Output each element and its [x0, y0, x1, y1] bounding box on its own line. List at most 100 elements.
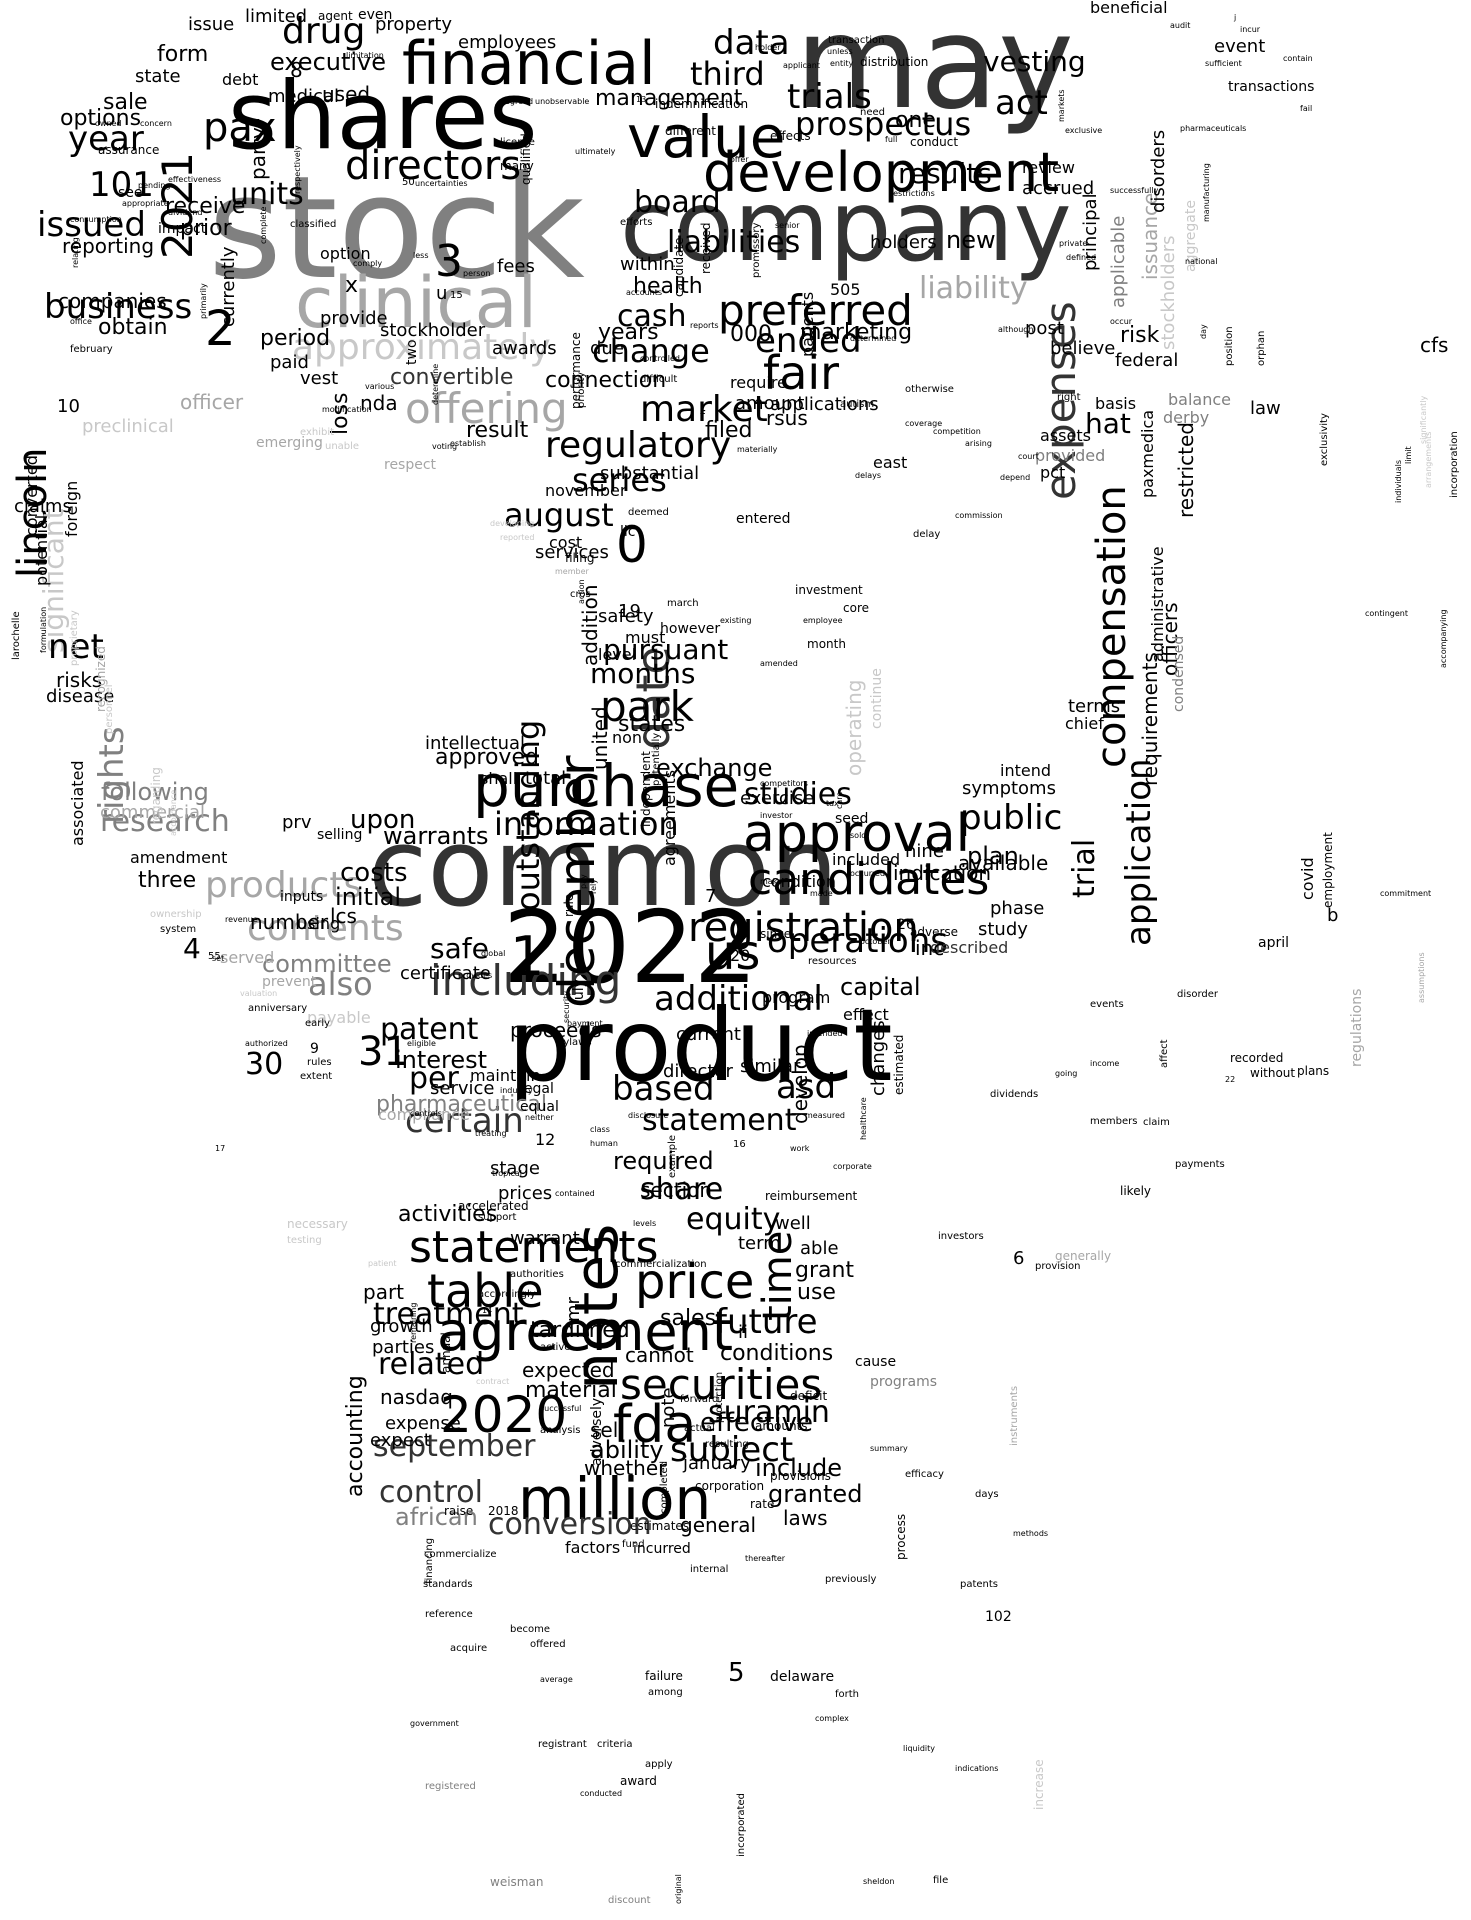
cloud-word: llc: [620, 524, 636, 540]
cloud-word: reported: [500, 533, 535, 542]
cloud-word: impact: [158, 221, 207, 237]
cloud-word: contain: [1283, 54, 1313, 63]
cloud-word: performance: [569, 332, 583, 409]
cloud-word: companies: [58, 289, 167, 313]
cloud-word: j: [1234, 13, 1237, 22]
cloud-word: dividends: [990, 1089, 1039, 1100]
cloud-word: accrued: [1022, 178, 1095, 199]
cloud-word: increase: [1032, 1759, 1046, 1810]
cloud-word: prior: [180, 216, 232, 241]
cloud-word: levels: [633, 1219, 657, 1228]
cloud-word: share: [640, 1172, 724, 1207]
cloud-word: bylaws: [557, 1037, 592, 1048]
cloud-word: hat: [1085, 407, 1131, 440]
cloud-word: also: [308, 965, 373, 1003]
cloud-word: 13: [636, 95, 647, 104]
cloud-word: early: [305, 1018, 331, 1029]
cloud-word: accordingly: [478, 1289, 536, 1300]
cloud-word: programs: [870, 1374, 938, 1390]
cloud-word: equal: [520, 1099, 559, 1115]
cloud-word: preclinical: [82, 416, 174, 437]
cloud-word: corporation: [695, 1479, 765, 1493]
cloud-word: incur: [1240, 25, 1261, 34]
cloud-word: competitors: [760, 779, 808, 788]
cloud-word: director: [663, 1061, 733, 1082]
cloud-word: b: [1327, 905, 1339, 926]
cloud-word: use: [797, 1280, 836, 1305]
cloud-word: criteria: [597, 1739, 633, 1750]
cloud-word: within: [620, 254, 675, 275]
cloud-word: disease: [46, 686, 115, 707]
cloud-word: disorders: [1148, 129, 1169, 213]
cloud-word: entered: [736, 511, 791, 527]
cloud-word: information: [494, 805, 679, 843]
cloud-word: 22: [1225, 1075, 1236, 1084]
cloud-word: likely: [1120, 1184, 1152, 1198]
cloud-word: commercialize: [424, 1549, 497, 1560]
cloud-word: cash: [617, 299, 687, 334]
cloud-word: believe: [1050, 338, 1116, 359]
cloud-word: 10: [57, 396, 80, 417]
cloud-word: fees: [497, 256, 535, 277]
cloud-word: 26: [897, 917, 915, 933]
cloud-word: disorder: [1177, 989, 1219, 1000]
cloud-word: candidates: [748, 854, 990, 905]
cloud-word: disclosure: [628, 1111, 669, 1120]
cloud-word: amended: [760, 659, 798, 668]
cloud-word: connection: [545, 368, 667, 393]
cloud-word: certain: [405, 1101, 524, 1141]
cloud-word: activities: [398, 1202, 498, 1227]
cloud-word: stage: [490, 1158, 540, 1179]
cloud-word: act: [995, 83, 1048, 123]
cloud-word: conditions: [720, 1341, 834, 1366]
cloud-word: filing: [565, 551, 595, 565]
cloud-word: sheldon: [863, 1877, 895, 1886]
cloud-word: approximately: [292, 327, 551, 368]
cloud-word: park: [600, 682, 694, 731]
cloud-word: u: [436, 283, 448, 304]
cloud-word: weisman: [490, 1875, 544, 1889]
cloud-word: phase: [990, 898, 1045, 919]
cloud-word: active: [540, 1342, 571, 1353]
cloud-word: federal: [1115, 350, 1179, 371]
cloud-word: sale: [103, 90, 148, 115]
cloud-word: employment: [1321, 832, 1335, 908]
cloud-word: warrant: [510, 1228, 580, 1249]
cloud-word: united: [588, 706, 612, 770]
cloud-word: fail: [1300, 104, 1313, 113]
cloud-word: otherwise: [905, 384, 954, 395]
cloud-word: investor: [760, 811, 793, 820]
cloud-word: expense: [385, 1413, 461, 1434]
cloud-word: beneficial: [1090, 0, 1168, 17]
cloud-word: provided: [1035, 446, 1106, 465]
cloud-word: controlled: [640, 354, 680, 363]
cloud-word: reference: [425, 1609, 473, 1620]
cloud-word: warrants: [383, 822, 489, 850]
cloud-word: us: [705, 925, 761, 981]
cloud-word: relating: [71, 237, 80, 268]
cloud-word: comply: [353, 259, 383, 268]
cloud-word: per: [409, 1061, 459, 1096]
cloud-word: accompanying: [1439, 609, 1448, 668]
cloud-word: necessary: [287, 1217, 348, 1231]
cloud-word: using: [297, 914, 341, 933]
cloud-word: license: [500, 137, 535, 148]
cloud-word: controls: [410, 1109, 442, 1118]
cloud-word: 3: [435, 236, 463, 287]
cloud-word: suramin: [708, 1395, 830, 1430]
cloud-word: plan: [967, 842, 1019, 870]
cloud-word: incorporated: [736, 1793, 747, 1857]
cloud-word: total: [525, 768, 567, 789]
cloud-word: rules: [307, 1057, 332, 1068]
cloud-word: parties: [372, 1337, 435, 1358]
cloud-word: respectively: [293, 145, 302, 194]
cloud-word: 2018: [488, 1504, 519, 1518]
cloud-word: existing: [720, 616, 752, 625]
cloud-word: regulations: [1349, 988, 1365, 1067]
cloud-word: establish: [450, 439, 486, 448]
cloud-word: executive: [270, 48, 387, 76]
cloud-word: receive: [165, 194, 246, 219]
cloud-word: fund: [622, 1539, 645, 1550]
cloud-word: process: [894, 1513, 908, 1560]
